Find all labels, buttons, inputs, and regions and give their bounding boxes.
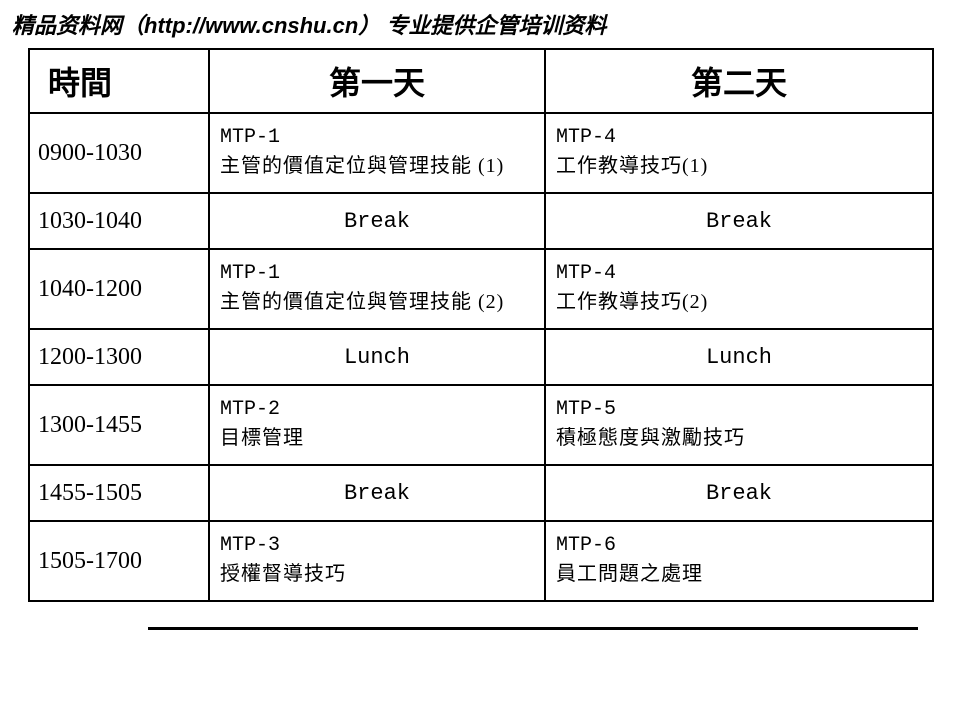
session-title: 目標管理 [220,423,536,453]
time-cell: 1200-1300 [29,329,209,385]
day2-cell: Break [545,193,933,249]
day1-cell: MTP-1 主管的價值定位與管理技能 (2) [209,249,545,329]
session-title: 授權督導技巧 [220,559,536,589]
session-code: MTP-2 [220,397,536,423]
table-row: 1505-1700 MTP-3 授權督導技巧 MTP-6 員工問題之處理 [29,521,933,601]
header-time: 時間 [29,49,209,113]
table-row: 1300-1455 MTP-2 目標管理 MTP-5 積極態度與激勵技巧 [29,385,933,465]
session-code: MTP-6 [556,533,924,559]
schedule-container: 時間 第一天 第二天 0900-1030 MTP-1 主管的價值定位與管理技能 … [28,48,932,602]
session-title: 員工問題之處理 [556,559,924,589]
session-code: MTP-1 [220,261,536,287]
day2-cell: MTP-6 員工問題之處理 [545,521,933,601]
watermark-text: 精品资料网（http://www.cnshu.cn） 专业提供企管培训资料 [12,8,606,40]
session-title: 工作教導技巧(1) [556,151,924,181]
table-row: 0900-1030 MTP-1 主管的價值定位與管理技能 (1) MTP-4 工… [29,113,933,193]
session-code: MTP-1 [220,125,536,151]
header-day1: 第一天 [209,49,545,113]
time-cell: 1505-1700 [29,521,209,601]
session-code: MTP-4 [556,261,924,287]
day1-cell: Break [209,465,545,521]
footer-rule [148,627,918,630]
day2-cell: MTP-4 工作教導技巧(1) [545,113,933,193]
schedule-table: 時間 第一天 第二天 0900-1030 MTP-1 主管的價值定位與管理技能 … [28,48,934,602]
time-cell: 1300-1455 [29,385,209,465]
day1-cell: MTP-3 授權督導技巧 [209,521,545,601]
session-title: 主管的價值定位與管理技能 (1) [220,151,536,181]
header-day2: 第二天 [545,49,933,113]
time-cell: 1030-1040 [29,193,209,249]
day2-cell: MTP-4 工作教導技巧(2) [545,249,933,329]
time-cell: 1040-1200 [29,249,209,329]
day2-cell: MTP-5 積極態度與激勵技巧 [545,385,933,465]
day2-cell: Break [545,465,933,521]
header-row: 時間 第一天 第二天 [29,49,933,113]
day1-cell: MTP-1 主管的價值定位與管理技能 (1) [209,113,545,193]
day1-cell: Break [209,193,545,249]
time-cell: 1455-1505 [29,465,209,521]
session-title: 積極態度與激勵技巧 [556,423,924,453]
table-row: 1455-1505 Break Break [29,465,933,521]
session-code: MTP-4 [556,125,924,151]
session-title: 主管的價值定位與管理技能 (2) [220,287,536,317]
session-title: 工作教導技巧(2) [556,287,924,317]
day1-cell: MTP-2 目標管理 [209,385,545,465]
session-code: MTP-5 [556,397,924,423]
table-row: 1030-1040 Break Break [29,193,933,249]
table-row: 1040-1200 MTP-1 主管的價值定位與管理技能 (2) MTP-4 工… [29,249,933,329]
day2-cell: Lunch [545,329,933,385]
table-row: 1200-1300 Lunch Lunch [29,329,933,385]
day1-cell: Lunch [209,329,545,385]
session-code: MTP-3 [220,533,536,559]
time-cell: 0900-1030 [29,113,209,193]
